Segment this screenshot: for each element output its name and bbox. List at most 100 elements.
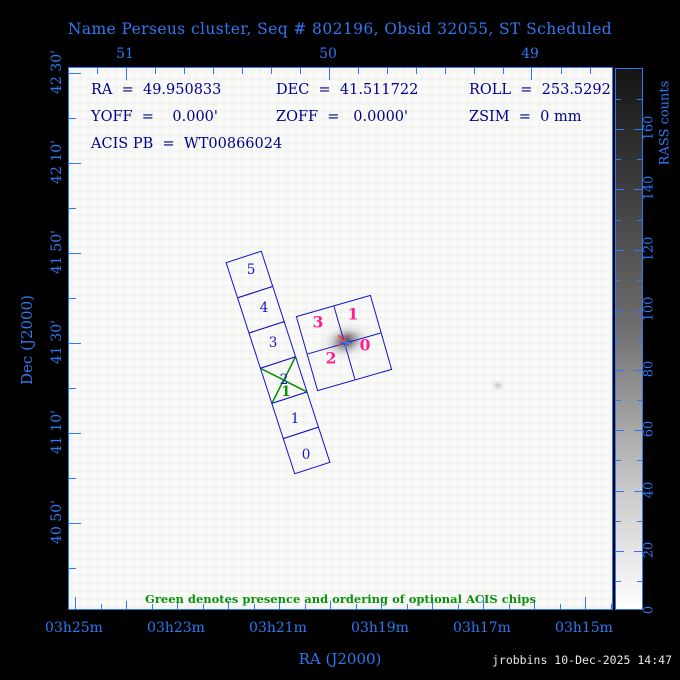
ra-deg-minor-tick [97, 68, 98, 74]
acis-i-chip-label: 3 [312, 312, 324, 332]
colorbar-tick-right [637, 159, 642, 161]
dec-major-tick [69, 433, 81, 434]
dec-minor-tick [69, 208, 76, 209]
zsim-value: ZSIM = 0 mm [469, 109, 582, 125]
colorbar-tick-right [637, 460, 642, 462]
dec-minor-tick [69, 388, 76, 389]
x-axis-title: RA (J2000) [298, 650, 382, 668]
rass-faint-source [491, 379, 505, 391]
ra-hms-minor-tick [457, 604, 459, 609]
dec-major-tick [69, 73, 81, 74]
colorbar-tick-right [637, 279, 642, 281]
ra-deg-minor-tick [271, 68, 272, 74]
ra-deg-minor-tick [590, 68, 591, 74]
ra-hms-major-tick [381, 597, 382, 609]
sky-map-plot[interactable]: RA = 49.950833 DEC = 41.511722 ROLL = 25… [68, 67, 613, 610]
dec-major-tick [69, 163, 81, 164]
ra-hms-major-tick [177, 597, 178, 609]
ra-hms-minor-tick [202, 604, 204, 609]
colorbar-tick-right [637, 340, 642, 341]
ra-deg-minor-tick [561, 68, 562, 74]
ra-deg-minor-tick [358, 68, 359, 74]
colorbar-tick-label: 0 [641, 605, 657, 615]
ra-deg-major-tick [531, 68, 532, 80]
ra-deg-major-tick [329, 68, 330, 80]
dec-tick-label: 41 50' [49, 230, 65, 274]
colorbar-tick-left [616, 340, 621, 341]
acis-s-chip-label: 5 [246, 262, 256, 278]
colorbar-tick-left [616, 189, 624, 191]
optional-chip-order-label: 1 [281, 384, 291, 400]
colorbar-tick-right [637, 219, 642, 221]
ra-hms-major-tick [75, 597, 76, 609]
colorbar-tick-left [616, 309, 624, 311]
colorbar-tick-left [616, 219, 621, 221]
ra-value: RA = 49.950833 [91, 82, 222, 98]
roll-value: ROLL = 253.5292 [469, 82, 611, 98]
ra-hms-minor-tick [534, 601, 535, 609]
y-axis-title: Dec (J2000) [18, 295, 36, 385]
colorbar-tick-left [616, 460, 621, 462]
colorbar-tick-left [616, 580, 621, 582]
colorbar-tick-right [634, 189, 642, 191]
ra-hms-minor-tick [253, 604, 255, 609]
ra-hms-tick-label: 03h25m [45, 620, 103, 636]
colorbar-tick-label: 40 [641, 481, 657, 498]
ra-deg-major-tick [126, 68, 127, 80]
colorbar-tick-left [616, 249, 624, 251]
ra-deg-minor-tick [445, 68, 446, 74]
dec-tick-label: 41 10' [49, 410, 65, 454]
ra-hms-tick-label: 03h15m [555, 620, 613, 636]
dec-tick-label: 42 10' [49, 140, 65, 184]
dec-minor-tick [69, 118, 76, 119]
colorbar-tick-left [616, 430, 624, 432]
colorbar-tick-right [634, 430, 642, 432]
zoff-value: ZOFF = 0.0000' [276, 109, 409, 125]
colorbar-tick-label: 60 [641, 421, 657, 438]
colorbar-tick-right [634, 490, 642, 492]
colorbar-tick-left [616, 400, 621, 402]
dec-value: DEC = 41.511722 [276, 82, 419, 98]
colorbar-tick-left [616, 550, 624, 552]
green-chips-note: Green denotes presence and ordering of o… [145, 592, 536, 606]
acis-i-chip-label: 1 [347, 304, 359, 324]
colorbar-tick-left [616, 129, 624, 131]
colorbar-tick-label: 160 [641, 115, 657, 141]
acis-pb-value: ACIS PB = WT00866024 [91, 136, 283, 152]
colorbar-tick-right [637, 520, 642, 522]
colorbar-tick-right [637, 580, 642, 582]
dec-major-tick [69, 253, 81, 254]
ra-hms-tick-label: 03h23m [147, 620, 205, 636]
acis-s-chip-label: 0 [301, 447, 311, 463]
dec-major-tick [69, 523, 81, 524]
ra-hms-minor-tick [508, 604, 510, 609]
ra-hms-minor-tick [559, 604, 561, 609]
ra-deg-minor-tick [300, 68, 301, 74]
ra-deg-tick-label: 50 [319, 46, 337, 62]
ra-hms-major-tick [279, 597, 280, 609]
colorbar-tick-right [634, 309, 642, 311]
ra-deg-tick-label: 51 [116, 46, 134, 62]
username-timestamp: jrobbins 10-Dec-2025 14:47 [491, 653, 672, 667]
ra-hms-major-tick [585, 597, 586, 609]
ra-hms-minor-tick [432, 601, 433, 609]
colorbar-tick-left [616, 520, 621, 522]
ra-hms-tick-label: 03h21m [249, 620, 307, 636]
colorbar [615, 68, 643, 610]
ra-hms-minor-tick [355, 604, 357, 609]
colorbar-tick-label: 100 [641, 296, 657, 322]
colorbar-tick-right [637, 400, 642, 402]
colorbar-tick-right [634, 249, 642, 251]
colorbar-tick-right [637, 99, 642, 101]
colorbar-tick-right [634, 370, 642, 372]
dec-minor-tick [69, 478, 76, 479]
ra-deg-minor-tick [155, 68, 156, 74]
dec-minor-tick [69, 568, 76, 569]
colorbar-tick-label: 120 [641, 236, 657, 262]
ra-deg-minor-tick [474, 68, 475, 74]
ra-hms-minor-tick [100, 604, 102, 609]
ra-hms-minor-tick [126, 601, 127, 609]
ra-hms-minor-tick [304, 604, 306, 609]
dec-tick-label: 40 50' [49, 500, 65, 544]
